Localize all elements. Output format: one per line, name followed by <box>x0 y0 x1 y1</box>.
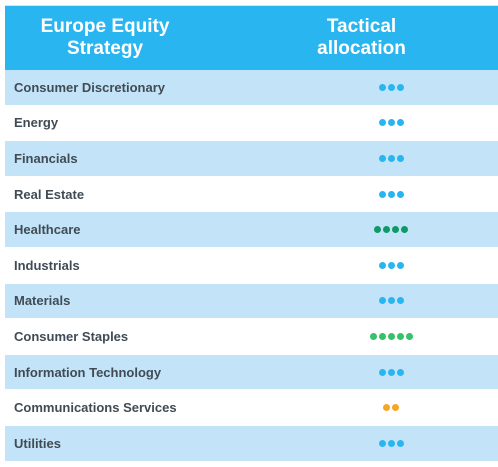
sector-label: Energy <box>14 115 59 131</box>
allocation-dot-icon <box>396 261 404 269</box>
table-body: Consumer Discretionary Energy Financials Re… <box>5 70 498 462</box>
table-row: Industrials <box>5 247 498 284</box>
sector-label: Materials <box>14 293 71 309</box>
allocation-dot-icon <box>378 332 386 340</box>
allocation-dot-icon <box>405 332 413 340</box>
allocation-dot-icon <box>396 190 404 198</box>
allocation-dot-icon <box>378 297 386 305</box>
allocation-dot-icon <box>396 119 404 127</box>
allocation-header-line1: Tactical <box>326 16 397 37</box>
sector-label: Consumer Staples <box>14 328 129 344</box>
allocation-dots <box>354 83 498 91</box>
allocation-dot-icon <box>378 154 386 162</box>
table-row: Healthcare <box>5 212 498 248</box>
allocation-header: Tactical allocation <box>205 16 498 60</box>
table-row: Information Technology <box>5 354 498 391</box>
sector-label: Financials <box>14 150 78 166</box>
allocation-dot-icon <box>387 119 395 127</box>
allocation-dots <box>354 190 498 198</box>
allocation-dot-icon <box>387 297 395 305</box>
allocation-dot-icon <box>378 119 386 127</box>
table-row: Financials <box>5 141 498 177</box>
allocation-dot-icon <box>378 261 386 269</box>
table-row: Consumer Discretionary <box>5 70 498 106</box>
sector-label: Industrials <box>14 257 80 273</box>
allocation-dots <box>354 226 498 234</box>
allocation-dot-icon <box>396 297 404 305</box>
allocation-dot-icon <box>378 83 386 91</box>
allocation-dot-icon <box>369 332 377 340</box>
allocation-dots <box>354 119 498 127</box>
strategy-header-line1: Europe Equity <box>40 16 170 37</box>
sector-label: Information Technology <box>14 364 162 380</box>
allocation-dots <box>354 439 498 447</box>
strategy-header-line2: Strategy <box>66 38 144 59</box>
allocation-dot-icon <box>396 332 404 340</box>
allocation-dot-icon <box>378 368 386 376</box>
allocation-dot-icon <box>383 226 390 234</box>
allocation-header-line2: allocation <box>317 38 406 59</box>
table-row: Utilities <box>5 425 498 462</box>
table-header: Europe Equity Strategy Tactical allocati… <box>5 6 498 70</box>
allocation-dot-icon <box>396 83 404 91</box>
allocation-dots <box>354 261 498 269</box>
allocation-dots <box>354 297 498 305</box>
allocation-dot-icon <box>387 332 395 340</box>
allocation-dot-icon <box>396 368 404 376</box>
allocation-dot-icon <box>387 154 395 162</box>
sector-label: Communications Services <box>14 400 177 416</box>
table-row: Energy <box>5 105 498 142</box>
allocation-dot-icon <box>392 226 399 234</box>
allocation-dot-icon <box>387 261 395 269</box>
sector-label: Real Estate <box>14 186 85 202</box>
table-row: Real Estate <box>5 176 498 213</box>
allocation-dots <box>354 332 498 340</box>
allocation-dot-icon <box>378 190 386 198</box>
table-row: Communications Services <box>5 390 498 426</box>
strategy-header: Europe Equity Strategy <box>5 16 205 60</box>
allocation-dot-icon <box>396 154 404 162</box>
sector-label: Consumer Discretionary <box>14 79 165 95</box>
table-row: Consumer Staples <box>5 319 498 355</box>
sector-label: Utilities <box>14 435 61 451</box>
allocation-dot-icon <box>383 404 390 412</box>
allocation-dot-icon <box>387 83 395 91</box>
allocation-dot-icon <box>396 439 404 447</box>
allocation-table: Europe Equity Strategy Tactical allocati… <box>5 5 498 462</box>
sector-label: Healthcare <box>14 222 81 238</box>
allocation-dots <box>354 154 498 162</box>
allocation-dots <box>354 404 498 412</box>
allocation-dot-icon <box>387 190 395 198</box>
allocation-dot-icon <box>387 439 395 447</box>
allocation-dot-icon <box>387 368 395 376</box>
allocation-dot-icon <box>401 226 408 234</box>
table-row: Materials <box>5 283 498 320</box>
allocation-dots <box>354 368 498 376</box>
allocation-dot-icon <box>378 439 386 447</box>
allocation-dot-icon <box>374 226 381 234</box>
allocation-dot-icon <box>392 404 399 412</box>
